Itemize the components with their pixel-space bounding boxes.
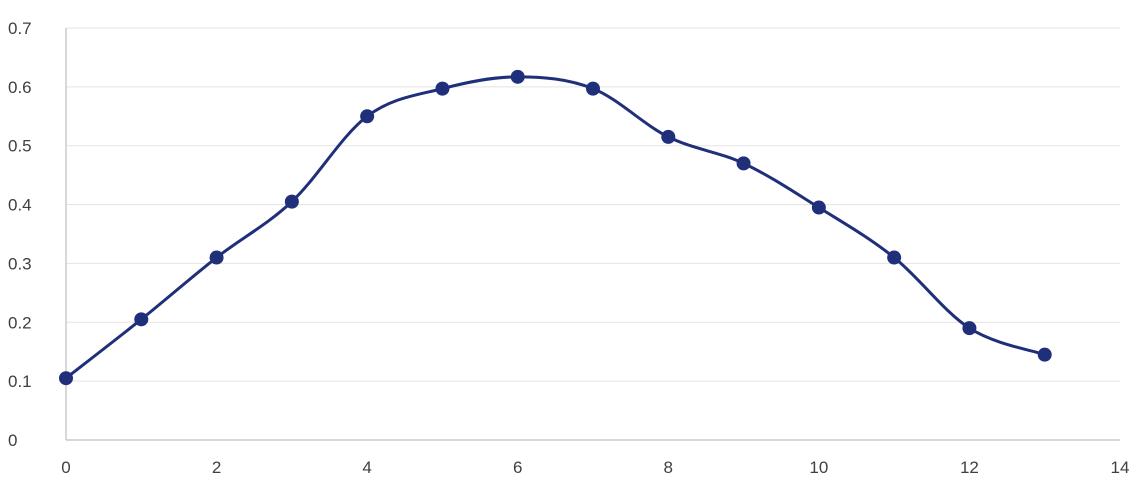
data-point: [887, 250, 902, 265]
x-tick-label: 12: [960, 458, 979, 477]
x-tick-label: 0: [61, 458, 70, 477]
data-point: [209, 250, 224, 265]
series: [59, 69, 1052, 386]
y-tick-label: 0.5: [8, 137, 32, 156]
data-point: [134, 312, 149, 327]
gridlines: [66, 27, 1120, 382]
data-point: [811, 200, 826, 215]
y-tick-label: 0.2: [8, 313, 32, 332]
x-tick-label: 8: [664, 458, 673, 477]
y-tick-label: 0: [8, 431, 17, 450]
y-tick-label: 0.6: [8, 78, 32, 97]
x-tick-label: 10: [809, 458, 828, 477]
data-point: [962, 321, 977, 336]
series-line: [64, 75, 1047, 380]
x-tick-label: 6: [513, 458, 522, 477]
y-tick-label: 0.4: [8, 196, 32, 215]
data-point: [661, 129, 676, 144]
y-tick-label: 0.7: [8, 19, 32, 38]
x-tick-label: 4: [362, 458, 371, 477]
data-point: [59, 371, 73, 386]
x-axis-tick-labels: 0 2 4 6 8 10 12 14: [61, 458, 1129, 477]
y-tick-label: 0.3: [8, 254, 32, 273]
x-tick-label: 2: [212, 458, 221, 477]
x-tick-label: 14: [1111, 458, 1130, 477]
data-point: [1037, 347, 1052, 362]
data-point: [284, 194, 299, 209]
data-point: [586, 81, 600, 96]
y-tick-label: 0.1: [8, 372, 32, 391]
data-point: [510, 69, 525, 84]
data-point: [360, 109, 375, 124]
data-point: [435, 81, 450, 96]
data-point: [736, 156, 751, 171]
y-axis-tick-labels: 0 0.1 0.2 0.3 0.4 0.5 0.6 0.7: [8, 19, 32, 450]
